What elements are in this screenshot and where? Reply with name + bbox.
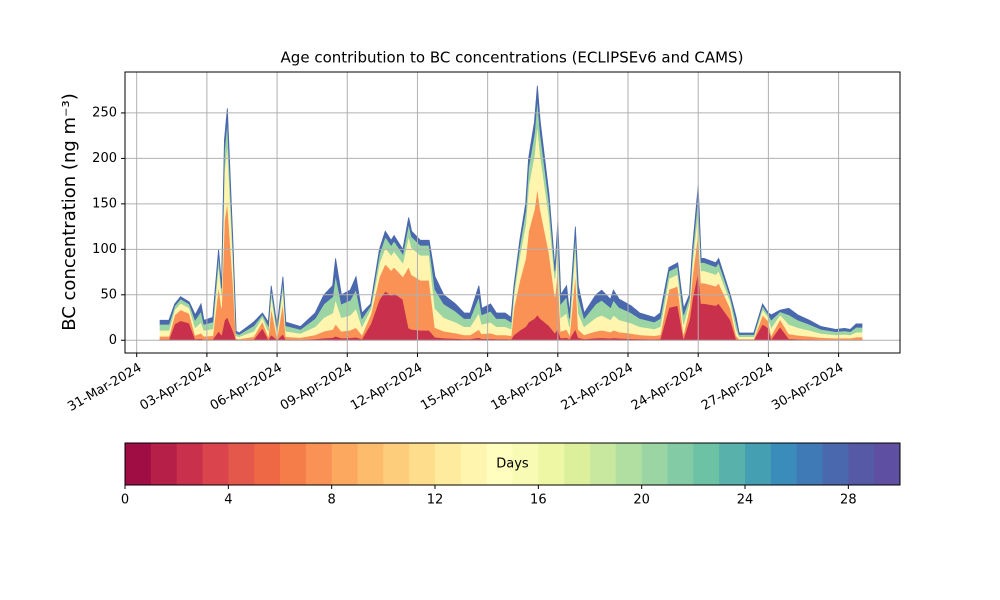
colorbar-swatch [305,443,333,485]
colorbar-label: Days [496,457,529,472]
colorbar-swatch [538,443,565,485]
colorbar-swatch [615,443,643,485]
colorbar-swatch [202,443,229,485]
colorbar-swatch [822,443,849,485]
colorbar-swatch [125,443,152,485]
colorbar-tick-label: 28 [840,493,857,508]
chart-title: Age contribution to BC concentrations (E… [281,49,744,67]
colorbar-swatch [796,443,823,485]
colorbar-tick-label: 20 [633,493,650,508]
y-tick-label: 100 [92,242,117,257]
colorbar-swatch [745,443,772,485]
colorbar-swatch [409,443,436,485]
y-tick-label: 50 [100,287,117,302]
colorbar-swatch [667,443,694,485]
colorbar-swatch [150,443,178,485]
colorbar-swatch [590,443,617,485]
y-axis-label: BC concentration (ng m⁻³) [59,93,80,331]
colorbar-swatch [254,443,281,485]
plot-frame [124,71,901,354]
colorbar-swatch [435,443,462,485]
colorbar-swatch [770,443,798,485]
colorbar-tick-label: 4 [224,493,232,508]
colorbar-swatch [693,443,720,485]
colorbar-swatch [874,443,901,485]
colorbar-frame [124,442,901,486]
colorbar-swatch [512,443,539,485]
colorbar-swatch [848,443,875,485]
colorbar-swatch [331,443,358,485]
y-tick-label: 150 [92,196,117,211]
stacked-area [159,85,863,335]
colorbar-swatch [641,443,668,485]
colorbar-tick-label: 0 [121,493,129,508]
colorbar-swatch [357,443,384,485]
colorbar-tick-label: 8 [328,493,336,508]
colorbar-swatch [486,443,513,485]
colorbar-tick-label: 24 [737,493,754,508]
colorbar-tick-label: 12 [427,493,444,508]
colorbar-swatch [228,443,255,485]
colorbar-swatch [564,443,591,485]
colorbar-swatch [280,443,307,485]
colorbar-swatch [383,443,410,485]
colorbar-swatch [460,443,488,485]
colorbar-tick-label: 16 [530,493,547,508]
y-tick-label: 250 [92,105,117,120]
colorbar-swatch [176,443,203,485]
y-tick-label: 0 [109,333,117,348]
colorbar-swatch [719,443,746,485]
y-tick-label: 200 [92,151,117,166]
